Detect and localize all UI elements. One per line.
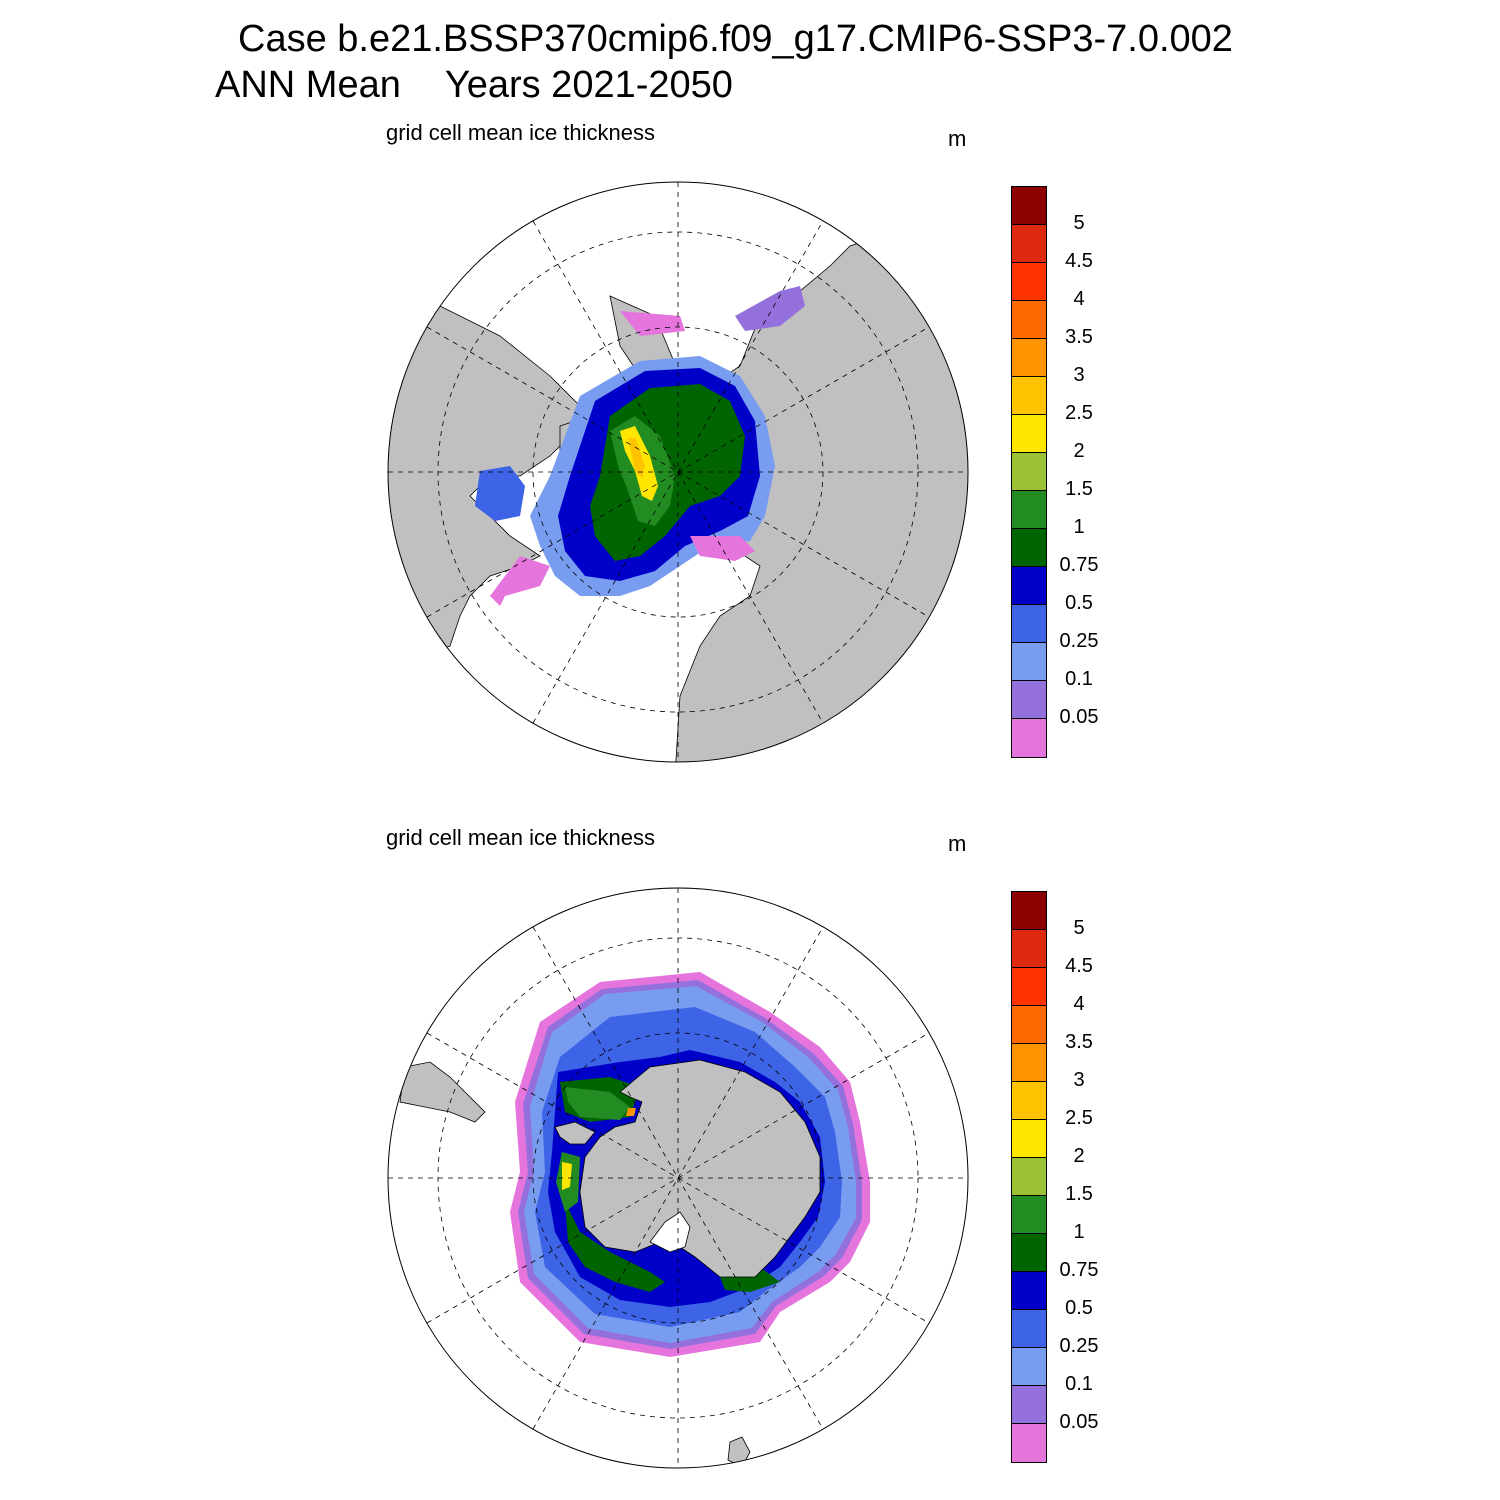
colorbar-tick-label: 3 [1073,364,1085,386]
colorbar-tick-label: 3 [1073,1069,1085,1091]
colorbar-tick-label: 0.1 [1065,1373,1093,1395]
ice-bering-sea [620,311,685,336]
colorbar-tick-label: 0.75 [1059,554,1099,576]
colorbar-swatch [1012,643,1046,681]
antarctic-graticule [388,888,968,1468]
colorbar-swatch [1012,567,1046,605]
colorbar-swatch [1012,605,1046,643]
colorbar-tick-label: 5 [1073,917,1085,939]
colorbar-swatch [1012,1386,1046,1424]
colorbar-swatch [1012,968,1046,1006]
colorbar-swatch [1012,1196,1046,1234]
ice-barents-edge [690,536,755,561]
ice-labrador-sea [490,556,550,606]
colorbar-swatch [1012,681,1046,719]
colorbar-tick-label: 0.25 [1059,630,1099,652]
colorbar-swatch [1012,1310,1046,1348]
colorbar-tick-label: 3.5 [1065,1031,1093,1053]
colorbar-tick-label: 1 [1073,1221,1085,1243]
figure-title-case: Case b.e21.BSSP370cmip6.f09_g17.CMIP6-SS… [238,18,1233,60]
colorbar-north [1011,186,1047,758]
colorbar-tick-label: 0.5 [1065,1297,1093,1319]
colorbar-tick-label: 4 [1073,288,1085,310]
colorbar-swatch [1012,1006,1046,1044]
colorbar-tick-label: 4.5 [1065,250,1093,272]
colorbar-tick-label: 1.5 [1065,1183,1093,1205]
antarctic-map [387,887,969,1469]
colorbar-swatch [1012,1082,1046,1120]
colorbar-swatch [1012,1424,1046,1462]
colorbar-tick-label: 2 [1073,1145,1085,1167]
title-years: Years 2021-2050 [444,64,733,106]
colorbar-swatch [1012,1272,1046,1310]
colorbar-swatch [1012,339,1046,377]
colorbar-swatch [1012,1348,1046,1386]
colorbar-south [1011,891,1047,1463]
ice-2.5-3 [628,438,645,478]
colorbar-tick-label: 2 [1073,440,1085,462]
colorbar-tick-label: 4 [1073,993,1085,1015]
colorbar-swatch [1012,453,1046,491]
ice-1-1.5 [556,1087,630,1212]
arctic-graticule [388,182,968,762]
panel-south-label: grid cell mean ice thickness [386,825,656,850]
colorbar-swatch [1012,1044,1046,1082]
colorbar-swatch [1012,225,1046,263]
colorbar-swatch [1012,377,1046,415]
ross-ice-shelf [649,1211,691,1253]
colorbar-swatch [1012,1120,1046,1158]
panel-north-label: grid cell mean ice thickness [386,120,656,145]
ice-okhotsk-sea [735,286,805,331]
colorbar-tick-label: 3.5 [1065,326,1093,348]
colorbar-swatch [1012,491,1046,529]
colorbar-tick-label: 5 [1073,212,1085,234]
ice-3-5 [626,1108,636,1116]
colorbar-swatch [1012,930,1046,968]
colorbar-tick-label: 0.25 [1059,1335,1099,1357]
antarctic-map-border [387,887,969,1469]
colorbar-tick-label: 0.05 [1059,1411,1099,1433]
colorbar-swatch [1012,892,1046,930]
colorbar-swatch [1012,263,1046,301]
colorbar-swatch [1012,719,1046,757]
title-season: ANN Mean [215,64,401,106]
colorbar-tick-label: 1.5 [1065,478,1093,500]
colorbar-swatch [1012,415,1046,453]
colorbar-tick-label: 1 [1073,516,1085,538]
panel-south-units: m [948,831,967,856]
ice-hudson-bay [475,466,525,521]
colorbar-tick-label: 0.5 [1065,592,1093,614]
antarctic-peninsula-land [554,1121,596,1145]
ice-2-2.5 [562,1162,572,1190]
colorbar-swatch [1012,301,1046,339]
arctic-map-border [387,181,969,763]
arctic-map [387,181,969,763]
colorbar-tick-label: 0.75 [1059,1259,1099,1281]
colorbar-swatch [1012,529,1046,567]
panel-north-units: m [948,126,967,151]
colorbar-tick-label: 4.5 [1065,955,1093,977]
colorbar-tick-label: 2.5 [1065,1107,1093,1129]
colorbar-tick-label: 0.05 [1059,706,1099,728]
figure-title-period: ANN Mean Years 2021-2050 [215,64,733,107]
colorbar-swatch [1012,1158,1046,1196]
colorbar-swatch [1012,1234,1046,1272]
south-america-land [399,1061,486,1123]
colorbar-tick-label: 2.5 [1065,402,1093,424]
colorbar-swatch [1012,187,1046,225]
colorbar-tick-label: 0.1 [1065,668,1093,690]
